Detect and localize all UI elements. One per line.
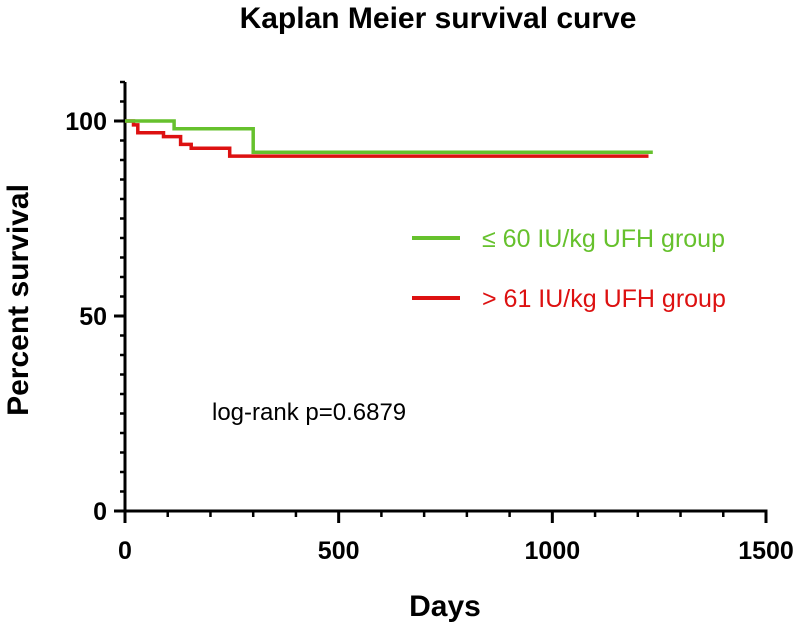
x-tick-label: 1500 <box>738 537 794 565</box>
chart-title: Kaplan Meier survival curve <box>240 2 637 35</box>
y-tick-label: 50 <box>79 303 107 331</box>
series-line-1 <box>125 119 653 154</box>
legend: ≤ 60 IU/kg UFH group > 61 IU/kg UFH group <box>412 225 726 313</box>
series-line-2 <box>125 119 649 158</box>
x-tick-label: 0 <box>118 537 132 565</box>
series-layer <box>125 119 653 158</box>
x-tick-label: 1000 <box>525 537 581 565</box>
y-tick-label: 100 <box>65 108 107 136</box>
y-tick-label: 0 <box>93 498 107 526</box>
x-axis-label: Days <box>409 590 481 623</box>
y-axis-label: Percent survival <box>2 184 35 416</box>
legend-label-2: > 61 IU/kg UFH group <box>482 285 726 313</box>
x-tick-label: 500 <box>318 537 360 565</box>
legend-label-1: ≤ 60 IU/kg UFH group <box>482 225 725 253</box>
log-rank-annotation: log-rank p=0.6879 <box>212 399 406 426</box>
